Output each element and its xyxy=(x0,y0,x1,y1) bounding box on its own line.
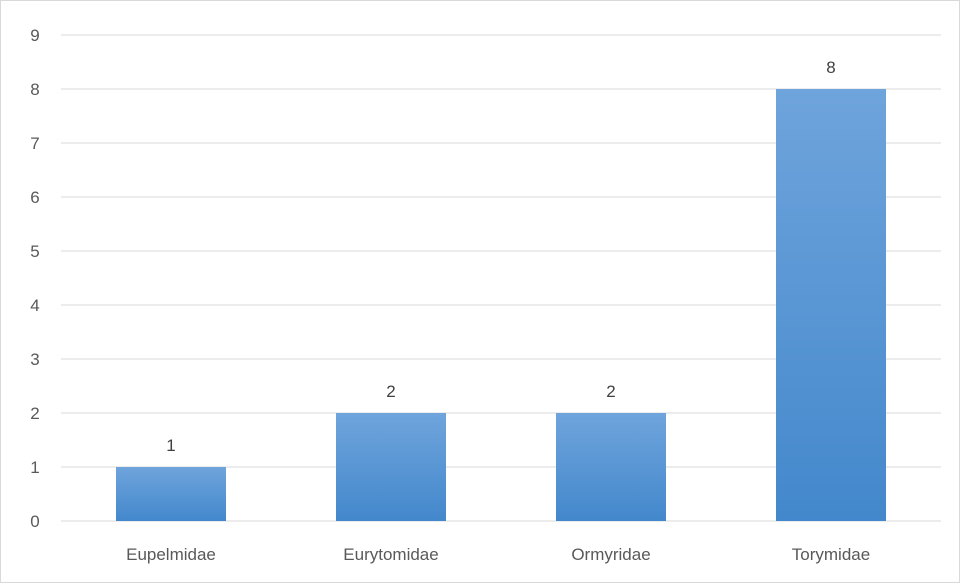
data-labels: 1 2 2 8 xyxy=(166,58,835,455)
x-axis-categories: Eupelmidae Eurytomidae Ormyridae Torymidae xyxy=(126,545,870,564)
y-tick-label: 0 xyxy=(30,512,39,531)
y-tick-label: 9 xyxy=(30,26,39,45)
bar-eupelmidae xyxy=(116,467,226,521)
y-tick-label: 3 xyxy=(30,350,39,369)
bars xyxy=(116,89,886,521)
y-tick-label: 8 xyxy=(30,80,39,99)
bar-torymidae xyxy=(776,89,886,521)
y-tick-label: 6 xyxy=(30,188,39,207)
y-tick-label: 4 xyxy=(30,296,39,315)
bar-ormyridae xyxy=(556,413,666,521)
y-axis-ticks: 0 1 2 3 4 5 6 7 8 9 xyxy=(30,26,39,531)
data-label-torymidae: 8 xyxy=(826,58,835,77)
y-tick-label: 5 xyxy=(30,242,39,261)
data-label-eupelmidae: 1 xyxy=(166,436,175,455)
category-label-ormyridae: Ormyridae xyxy=(571,545,650,564)
y-tick-label: 1 xyxy=(30,458,39,477)
category-label-eupelmidae: Eupelmidae xyxy=(126,545,216,564)
bar-eurytomidae xyxy=(336,413,446,521)
data-label-eurytomidae: 2 xyxy=(386,382,395,401)
data-label-ormyridae: 2 xyxy=(606,382,615,401)
y-tick-label: 7 xyxy=(30,134,39,153)
y-tick-label: 2 xyxy=(30,404,39,423)
category-label-torymidae: Torymidae xyxy=(792,545,870,564)
category-label-eurytomidae: Eurytomidae xyxy=(343,545,438,564)
